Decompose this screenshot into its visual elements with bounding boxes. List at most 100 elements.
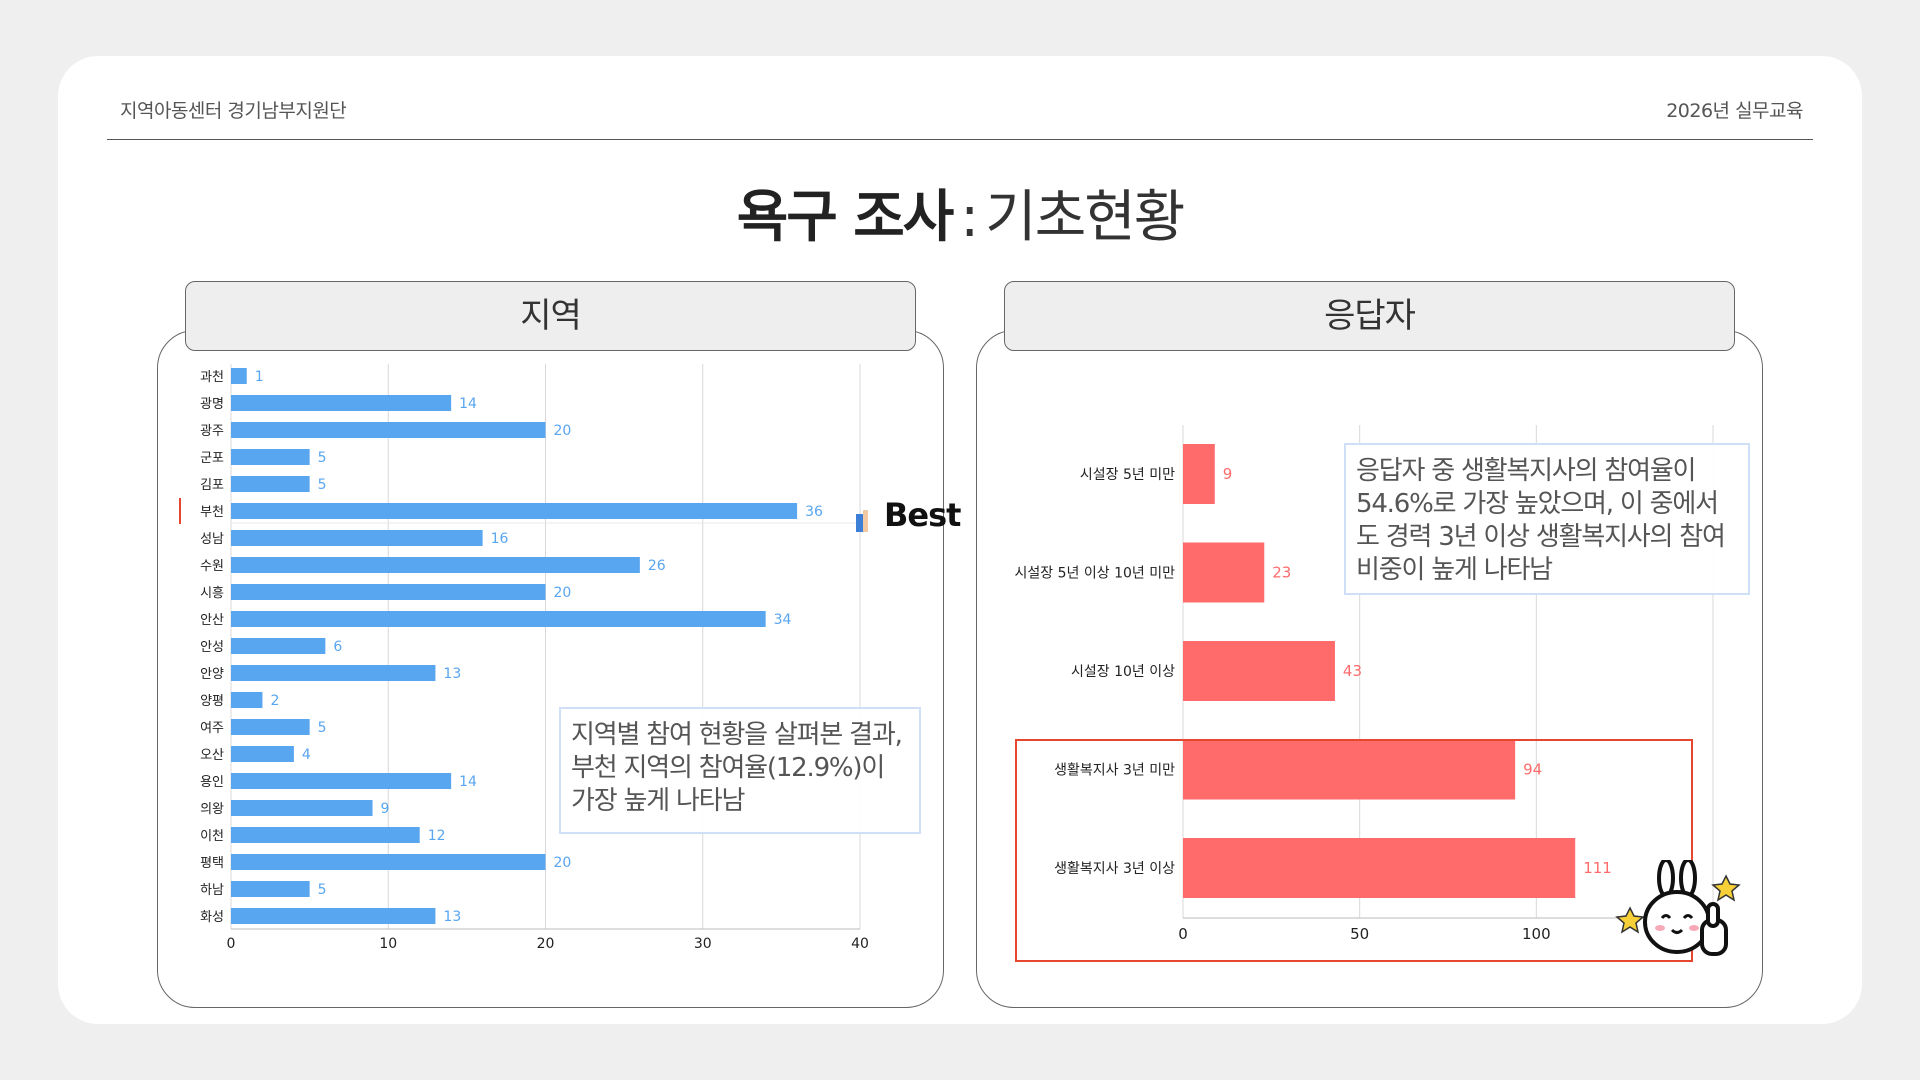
category-label: 하남 <box>200 883 224 898</box>
data-label: 9 <box>1223 465 1233 483</box>
category-label: 안성 <box>200 640 224 655</box>
category-label: 이천 <box>200 829 224 844</box>
category-label: 과천 <box>200 370 224 385</box>
category-label: 시흥 <box>200 586 224 601</box>
thumbs-up-icon <box>856 510 868 532</box>
bar <box>231 557 640 573</box>
x-tick-label: 0 <box>227 936 236 952</box>
title-light: 기초현황 <box>985 185 1185 250</box>
bar <box>1183 444 1215 504</box>
bar <box>231 368 247 384</box>
x-tick-label: 20 <box>537 936 555 952</box>
x-tick-label: 0 <box>1178 925 1188 943</box>
data-label: 20 <box>554 585 572 601</box>
data-label: 5 <box>318 450 327 466</box>
bar <box>231 503 798 519</box>
category-label: 군포 <box>200 451 224 466</box>
bar <box>231 827 420 843</box>
x-tick-label: 50 <box>1350 925 1369 943</box>
data-label: 4 <box>302 747 311 763</box>
bar <box>231 719 310 735</box>
category-label: 의왕 <box>200 802 224 817</box>
bar <box>1183 641 1335 701</box>
header-event: 2026년 실무교육 <box>1666 100 1803 122</box>
category-label: 광명 <box>200 397 224 412</box>
bar <box>231 584 546 600</box>
category-label: 수원 <box>200 559 224 574</box>
data-label: 9 <box>381 801 390 817</box>
category-label: 양평 <box>200 694 224 709</box>
bunny-thumbs-up-icon <box>1615 860 1741 956</box>
bar <box>231 449 310 465</box>
data-label: 14 <box>459 396 477 412</box>
x-tick-label: 100 <box>1522 925 1551 943</box>
best-label: Best <box>884 496 961 534</box>
respondent-callout: 응답자 중 생활복지사의 참여율이 54.6%로 가장 높았으며, 이 중에서도… <box>1344 443 1750 595</box>
data-label: 6 <box>333 639 342 655</box>
bar <box>1183 542 1265 603</box>
header-org: 지역아동센터 경기남부지원단 <box>120 100 347 122</box>
category-label: 여주 <box>200 721 224 736</box>
region-callout: 지역별 참여 현황을 살펴본 결과, 부천 지역의 참여율(12.9%)이 가장… <box>559 707 921 834</box>
category-label: 생활복지사 3년 미만 <box>1054 763 1175 779</box>
title-separator: : <box>960 185 979 250</box>
category-label: 안양 <box>200 667 224 682</box>
data-label: 36 <box>805 504 823 520</box>
bar <box>231 854 546 870</box>
bar <box>231 638 326 654</box>
data-label: 13 <box>443 666 461 682</box>
page-title: 욕구 조사: 기초현황 <box>0 172 1920 253</box>
data-label: 20 <box>554 855 572 871</box>
bar <box>231 422 546 438</box>
data-label: 5 <box>318 882 327 898</box>
data-label: 12 <box>428 828 446 844</box>
data-label: 2 <box>270 693 279 709</box>
bar <box>231 665 436 681</box>
respondent-tab: 응답자 <box>1004 281 1735 351</box>
x-tick-label: 30 <box>694 936 712 952</box>
category-label: 시설장 5년 이상 10년 미만 <box>1015 566 1176 582</box>
bar <box>231 476 310 492</box>
data-label: 5 <box>318 720 327 736</box>
data-label: 20 <box>554 423 572 439</box>
data-label: 43 <box>1343 662 1362 680</box>
category-label: 오산 <box>200 748 224 763</box>
region-tab: 지역 <box>185 281 916 351</box>
bar <box>231 611 766 627</box>
data-label: 16 <box>491 531 509 547</box>
data-label: 5 <box>318 477 327 493</box>
category-label: 용인 <box>200 775 224 790</box>
bar <box>231 881 310 897</box>
data-label: 14 <box>459 774 477 790</box>
x-tick-label: 10 <box>379 936 397 952</box>
category-label: 시설장 10년 이상 <box>1071 664 1175 680</box>
bar <box>231 908 436 924</box>
title-bold: 욕구 조사 <box>736 185 955 250</box>
category-label: 평택 <box>200 856 224 871</box>
bar <box>1183 838 1576 898</box>
bar <box>231 746 294 762</box>
header-divider <box>107 139 1813 140</box>
bar <box>231 395 452 411</box>
x-tick-label: 40 <box>851 936 869 952</box>
bar <box>231 800 373 816</box>
data-label: 13 <box>443 909 461 925</box>
bar <box>231 692 263 708</box>
highlight-box <box>1015 739 1693 962</box>
category-label: 안산 <box>200 613 224 628</box>
category-label: 부천 <box>200 505 224 520</box>
category-label: 성남 <box>200 532 224 547</box>
category-label: 광주 <box>200 424 224 439</box>
data-label: 23 <box>1272 564 1291 582</box>
bar <box>231 773 452 789</box>
bar <box>1183 739 1516 800</box>
data-label: 34 <box>774 612 792 628</box>
data-label: 1 <box>255 369 264 385</box>
category-label: 시설장 5년 미만 <box>1080 467 1175 483</box>
bar <box>231 530 483 546</box>
category-label: 화성 <box>200 910 224 925</box>
category-label: 생활복지사 3년 이상 <box>1054 861 1175 877</box>
data-label: 94 <box>1523 761 1542 779</box>
data-label: 111 <box>1583 859 1612 877</box>
